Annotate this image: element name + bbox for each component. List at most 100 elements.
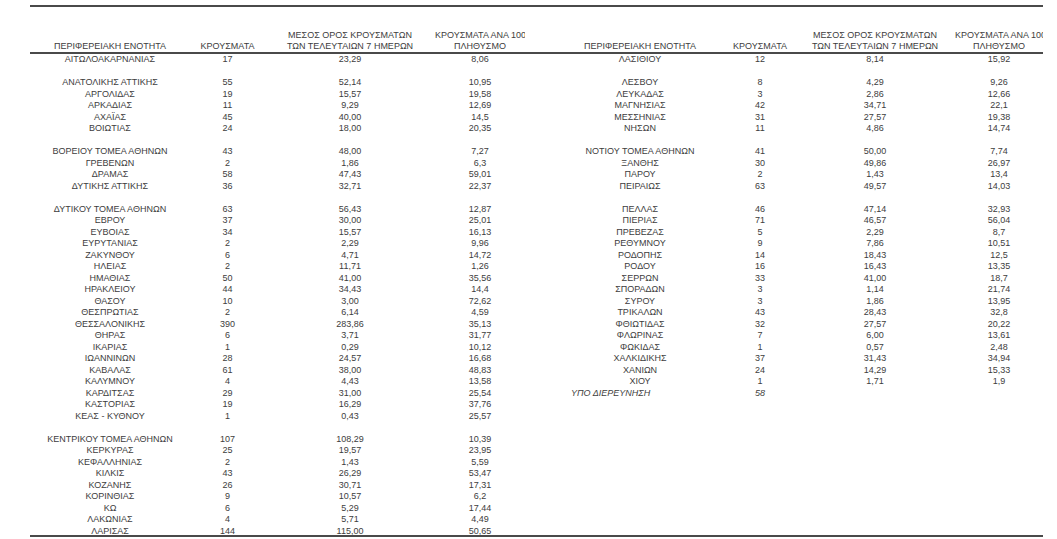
cell-per100k: 25,54 <box>435 388 525 400</box>
header-avg7-left: ΜΕΣΟΣ ΟΡΟΣ ΚΡΟΥΣΜΑΤΩΝ ΤΩΝ ΤΕΛΕΥΤΑΙΩΝ 7 Η… <box>265 30 435 53</box>
cell-avg7: 1,43 <box>795 169 955 181</box>
cell-avg7: 49,86 <box>795 158 955 170</box>
cell-avg7: 24,57 <box>265 353 435 365</box>
table-row: ΗΛΕΙΑΣ211,711,26ΡΟΔΟΥ1616,4313,35 <box>30 261 1043 273</box>
cell-per100k: 20,35 <box>435 123 525 135</box>
header-cases-left-label: ΚΡΟΥΣΜΑΤΑ <box>190 41 265 52</box>
cell-per100k: 25,01 <box>435 215 525 227</box>
table-row: ΚΑΣΤΟΡΙΑΣ1916,2937,76 <box>30 399 1043 411</box>
cell-avg7: 30,71 <box>265 480 435 492</box>
cell-avg7 <box>795 468 955 480</box>
cell-cases: 3 <box>725 89 795 101</box>
cell-cases: 2 <box>190 238 265 250</box>
cell-region <box>555 434 725 446</box>
section-spacer-cell <box>30 192 1043 204</box>
cell-per100k <box>955 503 1043 515</box>
cell-per100k <box>955 445 1043 457</box>
cell-per100k: 59,01 <box>435 169 525 181</box>
cell-region <box>555 503 725 515</box>
cell-avg7: 31,00 <box>265 388 435 400</box>
cell-per100k: 10,39 <box>435 434 525 446</box>
table-row: ΚΑΛΥΜΝΟΥ44,4313,58ΧΙΟΥ11,711,9 <box>30 376 1043 388</box>
cell-avg7: 16,43 <box>795 261 955 273</box>
row-gap-cell <box>525 53 555 66</box>
cell-region: ΣΕΡΡΩΝ <box>555 273 725 285</box>
cell-avg7: 3,71 <box>265 330 435 342</box>
cell-region: ΚΕΦΑΛΛΗΝΙΑΣ <box>30 457 190 469</box>
row-gap-cell <box>525 376 555 388</box>
cell-per100k: 14,5 <box>435 112 525 124</box>
cell-per100k: 13,35 <box>955 261 1043 273</box>
cell-cases: 16 <box>725 261 795 273</box>
cell-cases: 24 <box>725 365 795 377</box>
cell-per100k: 1,9 <box>955 376 1043 388</box>
row-gap-cell <box>525 250 555 262</box>
cell-avg7: 31,43 <box>795 353 955 365</box>
cell-cases: 41 <box>725 146 795 158</box>
cell-region: ΚΩ <box>30 503 190 515</box>
cell-region: ΣΠΟΡΑΔΩΝ <box>555 284 725 296</box>
cell-avg7: 18,43 <box>795 250 955 262</box>
cell-cases: 26 <box>190 480 265 492</box>
cell-cases <box>725 514 795 526</box>
row-gap-cell <box>525 112 555 124</box>
cell-region: ΛΑΣΙΘΙΟΥ <box>555 53 725 66</box>
cell-cases: 1 <box>725 342 795 354</box>
cell-cases: 63 <box>190 204 265 216</box>
table-row: ΕΥΒΟΙΑΣ3415,5716,13ΠΡΕΒΕΖΑΣ52,298,7 <box>30 227 1043 239</box>
cell-cases: 58 <box>725 388 795 400</box>
cell-cases: 61 <box>190 365 265 377</box>
cell-per100k: 26,97 <box>955 158 1043 170</box>
cell-per100k: 53,47 <box>435 468 525 480</box>
table-row: ΚΕΦΑΛΛΗΝΙΑΣ21,435,59 <box>30 457 1043 469</box>
cell-cases: 10 <box>190 296 265 308</box>
cell-region: ΜΑΓΝΗΣΙΑΣ <box>555 100 725 112</box>
cell-per100k: 6,3 <box>435 158 525 170</box>
cell-per100k <box>955 399 1043 411</box>
cell-avg7: 1,14 <box>795 284 955 296</box>
cell-region: ΤΡΙΚΑΛΩΝ <box>555 307 725 319</box>
header-region-left: ΠΕΡΙΦΕΡΕΙΑΚΗ ΕΝΟΤΗΤΑ <box>30 30 190 53</box>
cell-per100k: 17,44 <box>435 503 525 515</box>
cell-per100k: 14,74 <box>955 123 1043 135</box>
header-per100k-left-line1: ΚΡΟΥΣΜΑΤΑ ΑΝΑ 100000 <box>435 30 525 41</box>
table-row: ΚΕΝΤΡΙΚΟΥ ΤΟΜΕΑ ΑΘΗΝΩΝ107108,2910,39 <box>30 434 1043 446</box>
cell-avg7: 2,29 <box>265 238 435 250</box>
header-region-right-label: ΠΕΡΙΦΕΡΕΙΑΚΗ ΕΝΟΤΗΤΑ <box>555 41 725 52</box>
header-per100k-left-line2: ΠΛΗΘΥΣΜΟ <box>435 41 525 52</box>
cell-region: ΒΟΡΕΙΟΥ ΤΟΜΕΑ ΑΘΗΝΩΝ <box>30 146 190 158</box>
cell-avg7: 46,57 <box>795 215 955 227</box>
cell-per100k: 25,57 <box>435 411 525 423</box>
cell-region: ΚΑΣΤΟΡΙΑΣ <box>30 399 190 411</box>
section-spacer-cell <box>30 135 1043 147</box>
row-gap-cell <box>525 342 555 354</box>
cell-per100k: 48,83 <box>435 365 525 377</box>
row-gap-cell <box>525 238 555 250</box>
cell-avg7: 27,57 <box>795 112 955 124</box>
row-gap-cell <box>525 330 555 342</box>
table-row: ΙΚΑΡΙΑΣ10,2910,12ΦΩΚΙΔΑΣ10,572,48 <box>30 342 1043 354</box>
cell-region: ΠΑΡΟΥ <box>555 169 725 181</box>
cell-region: ΖΑΚΥΝΘΟΥ <box>30 250 190 262</box>
cell-per100k: 32,8 <box>955 307 1043 319</box>
cell-per100k: 10,95 <box>435 77 525 89</box>
cell-cases: 46 <box>725 204 795 216</box>
cell-cases <box>725 434 795 446</box>
cell-region: ΠΙΕΡΙΑΣ <box>555 215 725 227</box>
row-gap-cell <box>525 227 555 239</box>
row-gap-cell <box>525 296 555 308</box>
cell-region: ΔΡΑΜΑΣ <box>30 169 190 181</box>
row-gap-cell <box>525 123 555 135</box>
row-gap-cell <box>525 480 555 492</box>
cell-region: ΚΕΝΤΡΙΚΟΥ ΤΟΜΕΑ ΑΘΗΝΩΝ <box>30 434 190 446</box>
cell-avg7: 52,14 <box>265 77 435 89</box>
row-gap-cell <box>525 204 555 216</box>
table-row: ΗΜΑΘΙΑΣ5041,0035,56ΣΕΡΡΩΝ3341,0018,7 <box>30 273 1043 285</box>
cell-region: ΚΕΑΣ - ΚΥΘΝΟΥ <box>30 411 190 423</box>
cell-cases: 3 <box>725 296 795 308</box>
cell-avg7: 5,29 <box>265 503 435 515</box>
cell-per100k: 22,37 <box>435 181 525 193</box>
cell-region: ΚΑΒΑΛΑΣ <box>30 365 190 377</box>
cell-per100k <box>955 491 1043 503</box>
row-gap-cell <box>525 261 555 273</box>
